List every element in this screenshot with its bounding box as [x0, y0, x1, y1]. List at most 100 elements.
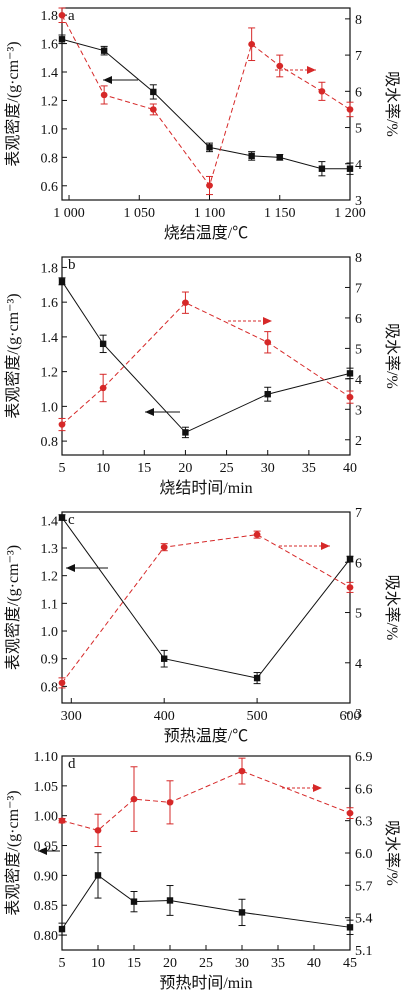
y-left-tick-label: 1.0 [41, 625, 59, 640]
x-tick-label: 40 [307, 956, 321, 971]
series-water-absorption [58, 7, 354, 196]
arrow-head [66, 564, 75, 572]
chart-panel-c: c 300 400 500 600 0.8 0.9 1.0 1.1 1.2 1.3 1.4 3 4 5 6 7 预… [4, 506, 401, 745]
axis-indicator-arrow [228, 317, 272, 325]
y-right-tick-label: 5 [355, 122, 362, 137]
y-right-axis-label: 吸水率/% [383, 575, 401, 641]
chart-panel-a: a 1 000 1 050 1 100 1 150 1 200 0.6 0.8 1.0 1.2 1.… [4, 7, 401, 242]
series-line [61, 770, 351, 831]
y-right-tick-label: 4 [355, 373, 362, 388]
y-right-tick-label: 5 [355, 607, 362, 622]
axis-indicator-arrow [66, 564, 108, 572]
x-tick-label: 15 [127, 956, 141, 971]
data-point-circle [264, 339, 272, 346]
x-tick-label: 1 000 [53, 206, 85, 221]
axis-indicator-arrow [282, 784, 322, 792]
data-point-square [182, 429, 189, 436]
y-right-tick-label: 6 [355, 312, 362, 327]
y-left-tick-label: 0.80 [34, 929, 59, 944]
arrow-head [313, 784, 322, 792]
y-left-tick-label: 1.6 [41, 38, 59, 53]
x-tick-label: 30 [261, 461, 275, 476]
panel-letter: b [68, 257, 76, 273]
y-right-tick-label: 4 [355, 158, 362, 173]
data-point-circle [58, 679, 66, 687]
y-left-tick-label: 1.0 [41, 123, 59, 138]
x-tick-label: 600 [340, 709, 361, 724]
panel-letter: a [68, 8, 75, 24]
x-axis-label: 烧结温度/℃ [164, 224, 248, 242]
axis-indicator-arrow [279, 542, 330, 550]
data-point-circle [346, 584, 354, 591]
data-point-square [58, 278, 66, 285]
data-point-circle [58, 421, 66, 428]
arrow-head [145, 408, 154, 416]
series-line [61, 281, 351, 434]
data-point-square [318, 165, 326, 172]
plot-frame [61, 256, 351, 456]
data-point-square [100, 47, 108, 54]
y-right-tick-label: 4 [355, 657, 362, 672]
y-right-tick-label: 5.7 [355, 879, 373, 894]
x-axis-label: 预热温度/℃ [164, 727, 248, 745]
series-line [61, 15, 351, 187]
x-tick-label: 40 [343, 461, 357, 476]
y-right-tick-label: 6 [355, 85, 362, 100]
plot-frame [61, 511, 351, 704]
y-left-tick-label: 1.10 [34, 750, 59, 765]
data-point-circle [346, 393, 354, 401]
x-tick-label: 30 [235, 956, 249, 971]
data-point-circle [318, 88, 326, 95]
axis-indicator-arrow [275, 66, 316, 74]
data-point-circle [99, 384, 107, 392]
axis-indicator-arrow [103, 76, 138, 84]
y-right-tick-label: 7 [355, 506, 362, 521]
y-left-tick-label: 1.4 [41, 66, 59, 81]
y-left-tick-label: 0.8 [41, 435, 59, 450]
y-left-axis-label: 表观密度/(g·cm⁻³) [4, 545, 22, 670]
y-right-tick-label: 3 [355, 707, 362, 722]
x-tick-label: 10 [91, 956, 105, 971]
axis-indicator-arrow [145, 408, 180, 416]
chart-panel-d: d5 10 15 20 25 30 35 40 450.800.850.900.951.001.… [4, 750, 401, 992]
data-point-square [58, 514, 66, 521]
y-right-tick-label: 5.1 [355, 944, 373, 959]
data-point-circle [94, 827, 102, 834]
y-right-tick-label: 8 [355, 13, 362, 28]
data-point-circle [100, 91, 108, 99]
x-tick-label: 1 050 [124, 206, 156, 221]
data-point-square [58, 36, 66, 43]
series-water-absorption [58, 291, 354, 432]
data-point-square [346, 924, 354, 931]
y-left-axis-label: 表观密度/(g·cm⁻³) [4, 790, 22, 915]
data-point-square [160, 655, 168, 662]
series-apparent-density [58, 34, 354, 177]
data-point-square [253, 674, 261, 682]
x-tick-label: 35 [302, 461, 316, 476]
y-left-axis-label: 表观密度/(g·cm⁻³) [4, 293, 22, 418]
y-left-tick-label: 0.90 [34, 869, 59, 884]
y-left-tick-label: 1.2 [41, 570, 59, 585]
series-line [61, 534, 351, 684]
y-left-tick-label: 1.0 [41, 400, 59, 415]
data-point-circle [182, 299, 189, 306]
series-water-absorption [58, 757, 354, 848]
y-right-axis-label: 吸水率/% [383, 71, 401, 137]
y-right-tick-label: 2 [355, 434, 362, 449]
data-point-square [206, 144, 213, 151]
x-tick-label: 15 [137, 461, 151, 476]
data-point-square [346, 555, 354, 563]
data-point-circle [130, 795, 138, 803]
data-point-square [264, 391, 271, 398]
arrow-head [321, 542, 330, 550]
x-tick-label: 20 [178, 461, 192, 476]
y-right-tick-label: 6.3 [355, 815, 373, 830]
series-line [61, 517, 351, 679]
arrow-head [307, 66, 316, 74]
arrow-head [38, 847, 47, 855]
data-point-circle [346, 809, 354, 817]
y-left-tick-label: 1.2 [41, 94, 59, 109]
y-right-tick-label: 3 [355, 403, 362, 418]
data-point-circle [206, 182, 213, 189]
